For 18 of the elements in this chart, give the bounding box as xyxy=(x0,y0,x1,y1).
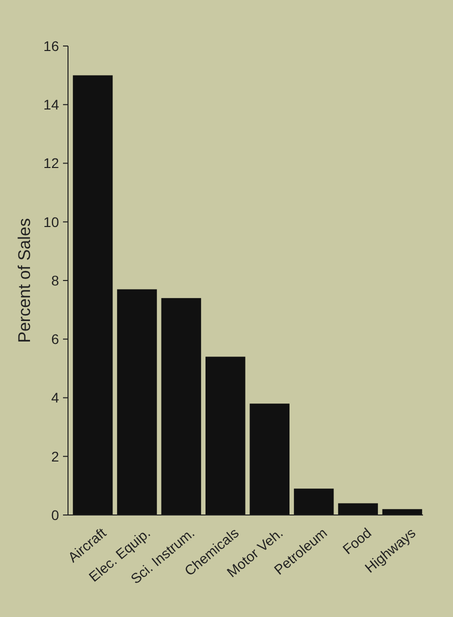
y-tick-label: 4 xyxy=(51,390,60,406)
bar xyxy=(294,488,334,515)
bar xyxy=(72,75,113,515)
y-tick-label: 6 xyxy=(51,331,60,348)
y-tick-label: 16 xyxy=(43,38,60,54)
y-tick-label: 8 xyxy=(51,272,60,288)
y-tick-label: 14 xyxy=(43,96,60,113)
y-tick-label: 12 xyxy=(43,155,60,172)
y-axis-title: Percent of Sales xyxy=(15,218,34,343)
bar xyxy=(161,298,202,515)
y-tick-label: 2 xyxy=(51,448,60,464)
bar xyxy=(338,503,378,515)
bar xyxy=(206,356,246,515)
bar xyxy=(382,509,422,515)
bar xyxy=(117,289,157,515)
bar xyxy=(250,404,290,515)
y-tick-label: 10 xyxy=(43,214,60,230)
y-tick-label: 0 xyxy=(51,506,60,523)
